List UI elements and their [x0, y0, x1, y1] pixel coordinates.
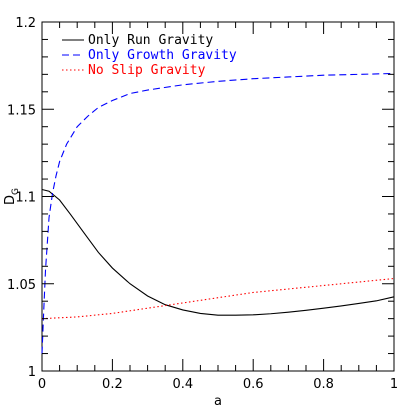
y-axis-label: DG	[3, 188, 21, 205]
y-axis-label-main: D	[3, 195, 18, 205]
series-group	[41, 72, 395, 354]
x-tick-label: 0.4	[172, 377, 193, 392]
series-line-1	[41, 188, 395, 316]
x-tick-label: 1	[390, 377, 398, 392]
y-tick-label: 1.2	[15, 16, 36, 31]
legend-label-1: Only Run Gravity	[88, 33, 213, 48]
x-tick-label: 0	[38, 377, 46, 392]
series-line-2	[41, 72, 395, 354]
x-axis-label: a	[214, 394, 222, 409]
y-tick-label: 1	[28, 365, 36, 380]
legend-label-3: No Slip Gravity	[88, 63, 206, 78]
x-tick-label: 0.6	[243, 377, 264, 392]
y-tick-label: 1.1	[15, 191, 36, 206]
y-axis-label-sub: G	[11, 188, 21, 195]
x-tick-label: 0.8	[313, 377, 334, 392]
legend-label-2: Only Growth Gravity	[88, 48, 237, 63]
series-line-3	[41, 277, 395, 320]
y-tick-label: 1.15	[7, 103, 36, 118]
x-tick-label: 0.2	[102, 377, 123, 392]
ticks-group: 0 0.2 0.4 0.6 0.8 1 1 1.05 1.1 1.15 1.2	[7, 16, 398, 392]
y-tick-label: 1.05	[7, 278, 36, 293]
